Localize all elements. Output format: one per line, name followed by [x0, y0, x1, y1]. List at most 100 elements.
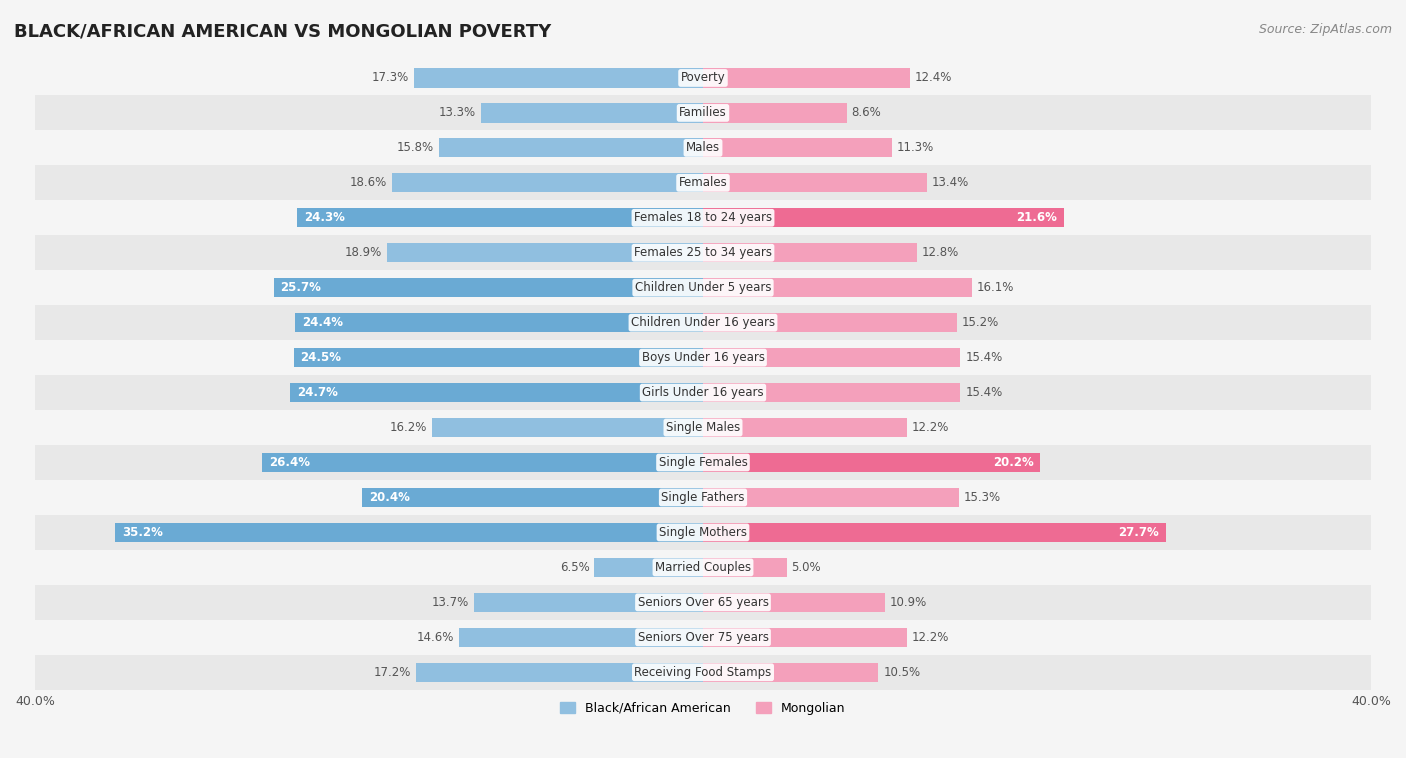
Bar: [595, 558, 703, 577]
Text: Females 25 to 34 years: Females 25 to 34 years: [634, 246, 772, 259]
Bar: [703, 348, 960, 367]
Bar: [35, 96, 1371, 130]
Text: 13.4%: 13.4%: [932, 177, 969, 190]
Bar: [363, 488, 703, 507]
Text: 17.3%: 17.3%: [371, 71, 409, 84]
Text: 35.2%: 35.2%: [122, 526, 163, 539]
Text: 10.5%: 10.5%: [883, 666, 921, 678]
Text: 13.3%: 13.3%: [439, 106, 475, 120]
Text: Poverty: Poverty: [681, 71, 725, 84]
Text: 24.3%: 24.3%: [304, 211, 344, 224]
Bar: [703, 488, 959, 507]
Text: Single Fathers: Single Fathers: [661, 491, 745, 504]
Bar: [35, 340, 1371, 375]
Bar: [703, 313, 957, 332]
Text: Single Males: Single Males: [666, 421, 740, 434]
Bar: [35, 410, 1371, 445]
Bar: [392, 174, 703, 193]
Bar: [35, 655, 1371, 690]
Text: 15.4%: 15.4%: [965, 351, 1002, 364]
Text: Single Females: Single Females: [658, 456, 748, 469]
Bar: [703, 662, 879, 682]
Bar: [295, 313, 703, 332]
Text: Receiving Food Stamps: Receiving Food Stamps: [634, 666, 772, 678]
Text: Males: Males: [686, 142, 720, 155]
Text: 12.8%: 12.8%: [922, 246, 959, 259]
Bar: [703, 453, 1040, 472]
Text: 26.4%: 26.4%: [269, 456, 309, 469]
Bar: [703, 593, 884, 612]
Bar: [703, 103, 846, 123]
Bar: [35, 550, 1371, 585]
Bar: [703, 68, 910, 88]
Bar: [35, 130, 1371, 165]
Text: 10.9%: 10.9%: [890, 596, 928, 609]
Bar: [35, 480, 1371, 515]
Bar: [274, 278, 703, 297]
Text: Girls Under 16 years: Girls Under 16 years: [643, 386, 763, 399]
Bar: [387, 243, 703, 262]
Bar: [703, 138, 891, 158]
Bar: [703, 418, 907, 437]
Text: 8.6%: 8.6%: [852, 106, 882, 120]
Bar: [703, 558, 786, 577]
Bar: [703, 383, 960, 402]
Text: 12.4%: 12.4%: [915, 71, 952, 84]
Text: 16.1%: 16.1%: [977, 281, 1014, 294]
Text: Families: Families: [679, 106, 727, 120]
Text: 18.9%: 18.9%: [344, 246, 382, 259]
Text: 15.8%: 15.8%: [396, 142, 434, 155]
Bar: [35, 515, 1371, 550]
Bar: [35, 585, 1371, 620]
Bar: [115, 523, 703, 542]
Text: 5.0%: 5.0%: [792, 561, 821, 574]
Legend: Black/African American, Mongolian: Black/African American, Mongolian: [561, 702, 845, 715]
Text: 16.2%: 16.2%: [389, 421, 427, 434]
Bar: [35, 445, 1371, 480]
Text: 18.6%: 18.6%: [350, 177, 387, 190]
Bar: [35, 375, 1371, 410]
Text: 11.3%: 11.3%: [897, 142, 934, 155]
Bar: [703, 628, 907, 647]
Text: Married Couples: Married Couples: [655, 561, 751, 574]
Bar: [35, 200, 1371, 235]
Text: 24.5%: 24.5%: [301, 351, 342, 364]
Text: 21.6%: 21.6%: [1017, 211, 1057, 224]
Bar: [416, 662, 703, 682]
Text: Females: Females: [679, 177, 727, 190]
Bar: [703, 243, 917, 262]
Bar: [35, 620, 1371, 655]
Bar: [460, 628, 703, 647]
Bar: [35, 235, 1371, 271]
Text: 20.4%: 20.4%: [368, 491, 409, 504]
Bar: [35, 61, 1371, 96]
Text: 13.7%: 13.7%: [432, 596, 470, 609]
Bar: [433, 418, 703, 437]
Text: 20.2%: 20.2%: [993, 456, 1033, 469]
Text: 14.6%: 14.6%: [416, 631, 454, 644]
Text: Children Under 16 years: Children Under 16 years: [631, 316, 775, 329]
Text: Seniors Over 65 years: Seniors Over 65 years: [637, 596, 769, 609]
Text: 12.2%: 12.2%: [911, 631, 949, 644]
Text: 15.4%: 15.4%: [965, 386, 1002, 399]
Bar: [35, 165, 1371, 200]
Text: BLACK/AFRICAN AMERICAN VS MONGOLIAN POVERTY: BLACK/AFRICAN AMERICAN VS MONGOLIAN POVE…: [14, 23, 551, 41]
Text: 15.3%: 15.3%: [963, 491, 1001, 504]
Bar: [291, 383, 703, 402]
Bar: [474, 593, 703, 612]
Bar: [294, 348, 703, 367]
Text: 15.2%: 15.2%: [962, 316, 1000, 329]
Bar: [35, 305, 1371, 340]
Bar: [703, 174, 927, 193]
Bar: [262, 453, 703, 472]
Text: 27.7%: 27.7%: [1118, 526, 1159, 539]
Text: 25.7%: 25.7%: [280, 281, 322, 294]
Text: Children Under 5 years: Children Under 5 years: [634, 281, 772, 294]
Text: 6.5%: 6.5%: [560, 561, 589, 574]
Bar: [703, 523, 1166, 542]
Bar: [35, 271, 1371, 305]
Bar: [413, 68, 703, 88]
Bar: [481, 103, 703, 123]
Text: 24.7%: 24.7%: [297, 386, 337, 399]
Bar: [297, 208, 703, 227]
